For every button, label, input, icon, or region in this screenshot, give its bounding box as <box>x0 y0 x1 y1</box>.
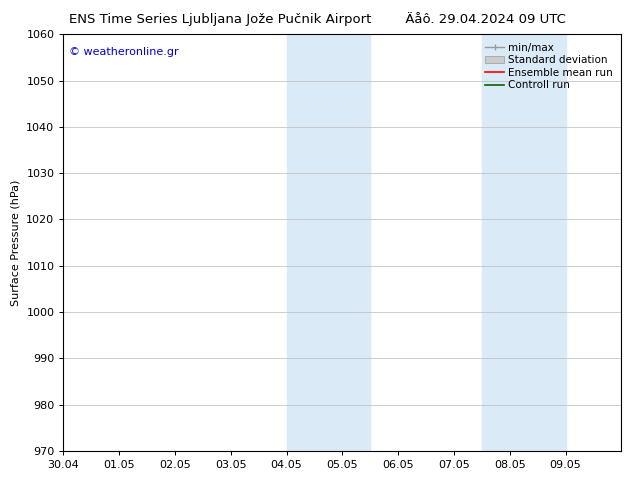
Text: ENS Time Series Ljubljana Jože Pučnik Airport        Äåô. 29.04.2024 09 UTC: ENS Time Series Ljubljana Jože Pučnik Ai… <box>68 12 566 26</box>
Text: © weatheronline.gr: © weatheronline.gr <box>69 47 179 57</box>
Legend: min/max, Standard deviation, Ensemble mean run, Controll run: min/max, Standard deviation, Ensemble me… <box>482 40 616 94</box>
Bar <box>287 34 370 451</box>
Bar <box>482 34 566 451</box>
Y-axis label: Surface Pressure (hPa): Surface Pressure (hPa) <box>11 179 21 306</box>
